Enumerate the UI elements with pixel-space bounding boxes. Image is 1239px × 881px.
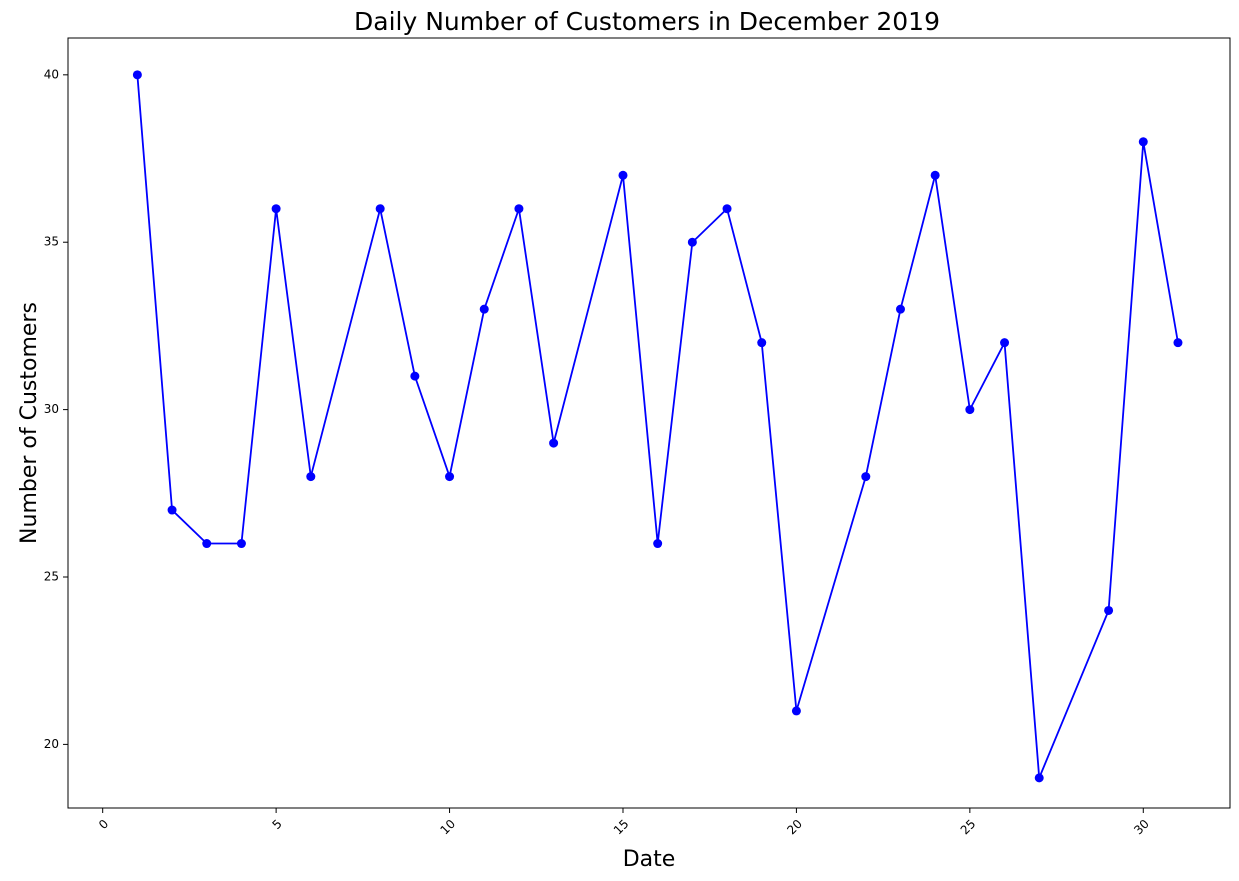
data-point <box>757 338 767 348</box>
data-point <box>1173 338 1183 348</box>
x-tick-label: 0 <box>96 817 111 832</box>
data-point <box>930 170 940 180</box>
y-tick-label: 30 <box>44 402 59 416</box>
data-point <box>687 237 697 247</box>
data-point <box>1138 137 1148 147</box>
data-point <box>1034 773 1044 783</box>
data-point <box>132 70 142 80</box>
data-point <box>965 405 975 415</box>
chart-title: Daily Number of Customers in December 20… <box>354 7 940 36</box>
data-point <box>1000 338 1010 348</box>
y-tick-label: 25 <box>44 570 59 584</box>
data-point <box>271 204 281 214</box>
x-tick-label: 30 <box>1131 817 1152 838</box>
data-point <box>479 304 489 314</box>
data-point <box>722 204 732 214</box>
y-axis-ticks: 20 25 30 35 40 <box>44 67 68 751</box>
x-tick-label: 15 <box>611 817 632 838</box>
data-point <box>1104 605 1114 615</box>
data-point <box>549 438 559 448</box>
data-point <box>202 539 212 549</box>
y-tick-label: 35 <box>44 235 59 249</box>
data-point <box>410 371 420 381</box>
data-point <box>861 472 871 482</box>
data-point <box>306 472 316 482</box>
data-point <box>375 204 385 214</box>
x-axis-ticks: 0 5 10 15 20 25 30 <box>96 808 1152 837</box>
y-tick-label: 20 <box>44 737 59 751</box>
data-point <box>236 539 246 549</box>
axes-frame <box>67 37 1231 809</box>
series-line <box>136 73 1179 779</box>
data-point <box>653 539 663 549</box>
x-tick-label: 5 <box>269 817 284 832</box>
data-point <box>618 170 628 180</box>
x-tick-label: 20 <box>784 817 805 838</box>
y-axis-label: Number of Customers <box>17 302 42 544</box>
plot-area <box>67 37 1231 809</box>
x-tick-label: 10 <box>437 817 458 838</box>
data-point <box>167 505 177 515</box>
x-axis-label: Date <box>623 847 676 872</box>
data-points <box>132 70 1183 783</box>
x-tick-label: 25 <box>958 817 979 838</box>
data-point <box>445 472 455 482</box>
data-point <box>514 204 524 214</box>
y-tick-label: 40 <box>44 67 59 81</box>
data-point <box>791 706 801 716</box>
data-point <box>895 304 905 314</box>
